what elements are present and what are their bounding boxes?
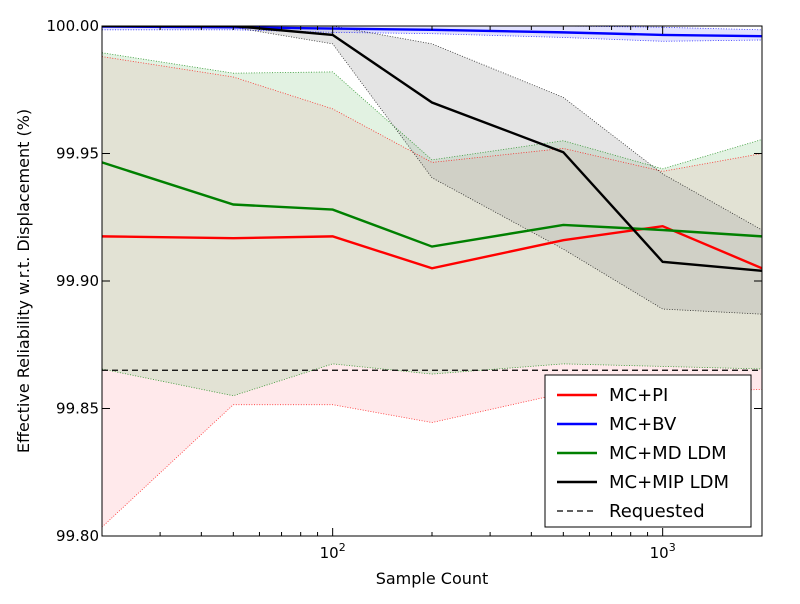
- legend-label: MC+BV: [609, 414, 677, 435]
- y-axis-ticks: 99.80 99.85 99.90 99.95 100.00: [47, 17, 762, 545]
- legend: MC+PI MC+BV MC+MD LDM MC+MIP LDM Requested: [544, 374, 752, 528]
- band-edge-lower-3: [102, 26, 762, 315]
- legend-label: Requested: [609, 501, 705, 522]
- series-line-0: [102, 224, 762, 270]
- band-edge-lower-2: [102, 363, 762, 397]
- x-tick-label: 102: [320, 541, 346, 562]
- y-axis-label: Effective Reliability w.r.t. Displacemen…: [14, 109, 33, 453]
- x-tick-label: 103: [650, 541, 676, 562]
- band-edge-upper-0: [102, 56, 762, 172]
- band-3: [102, 26, 762, 315]
- x-axis-label: Sample Count: [376, 569, 489, 588]
- legend-label: MC+MD LDM: [609, 443, 727, 464]
- x-axis-ticks: 102 103: [101, 26, 763, 562]
- y-tick-label: 99.85: [56, 400, 99, 418]
- series-line-2: [102, 161, 762, 248]
- legend-label: MC+PI: [609, 385, 668, 406]
- legend-label: MC+MIP LDM: [609, 472, 729, 493]
- y-tick-label: 99.80: [56, 527, 99, 545]
- band-edge-upper-2: [102, 52, 762, 170]
- y-tick-label: 100.00: [47, 17, 100, 35]
- band-2: [102, 52, 762, 396]
- band-0: [102, 56, 762, 528]
- band-edge-upper-3: [102, 26, 762, 231]
- y-tick-label: 99.95: [56, 145, 99, 163]
- series-line-3: [102, 26, 762, 272]
- confidence-bands: [102, 26, 762, 528]
- y-tick-label: 99.90: [56, 272, 99, 290]
- legend-box: [544, 374, 752, 528]
